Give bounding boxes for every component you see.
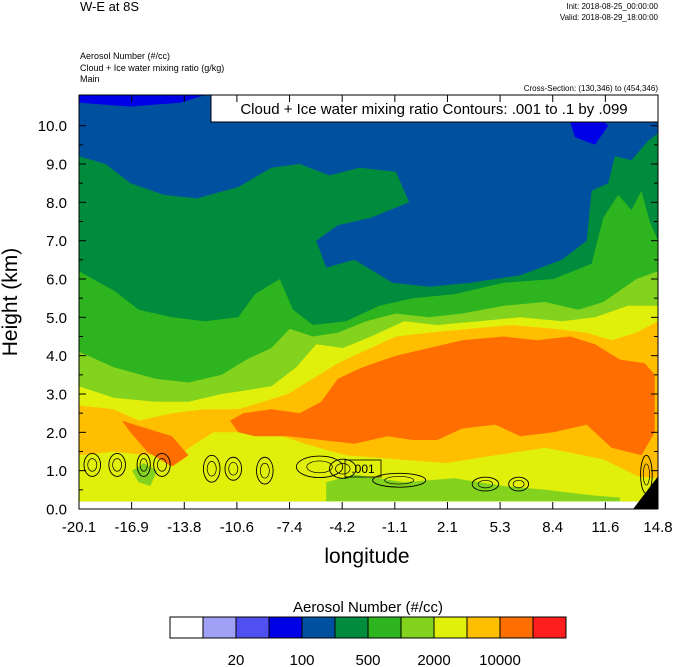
cloud-contour-inner-2 — [139, 458, 148, 472]
colorbar-swatch-5 — [334, 616, 369, 639]
cloud-contour-line-3 — [153, 452, 171, 477]
colorbar-label: 20 — [228, 652, 245, 667]
cloud-contour-lines — [83, 452, 653, 495]
colorbar-swatch-11 — [532, 616, 567, 639]
plot-title: W-E at 8S — [80, 0, 139, 14]
cloud-contour-inner-9 — [384, 476, 415, 485]
init-time: Init: 2018-08-25_00:00:00 — [566, 2, 658, 11]
x-tick-label: 2.1 — [437, 519, 458, 536]
contour-label-text: .001 — [351, 462, 375, 476]
cloud-contour-inner-4 — [206, 461, 217, 477]
contour-legend: Cloud + Ice water mixing ratio Contours:… — [210, 94, 659, 123]
contour-fill-level-10-8 — [230, 336, 655, 456]
y-axis: 0.0 1.0 2.0 3.0 4.0 5.0 6.0 7.0 8.0 9.0 10.0 — [38, 118, 658, 519]
colorbar-swatch-6 — [367, 616, 402, 639]
x-tick-label: -7.4 — [277, 519, 303, 536]
x-tick-label: -16.9 — [115, 519, 149, 536]
y-tick-label: 6.0 — [46, 272, 67, 289]
cloud-contour-line-6 — [256, 456, 274, 485]
y-tick-label: 10.0 — [38, 118, 67, 135]
colorbar-swatch-8 — [433, 616, 468, 639]
y-tick-label: 7.0 — [46, 233, 67, 250]
contour-fill-level-7-12 — [132, 463, 157, 486]
x-tick-label: 5.3 — [490, 519, 511, 536]
x-tick-label: -20.1 — [62, 519, 96, 536]
x-tick-label: 11.6 — [591, 519, 619, 536]
y-axis-label: Height (km) — [0, 248, 22, 357]
cloud-contour-line-11 — [508, 476, 530, 492]
y-tick-label: 9.0 — [46, 157, 67, 174]
cloud-contour-inner-8 — [335, 463, 351, 475]
contour-legend-box — [210, 94, 659, 123]
contour-fill-level-7-11 — [326, 474, 620, 502]
y-tick-label: 0.0 — [46, 502, 67, 519]
y-tick-label: 1.0 — [46, 463, 67, 480]
cloud-contour-line-2 — [136, 452, 151, 477]
colorbar-swatch-1 — [202, 616, 237, 639]
x-tick-label: 14.8 — [643, 519, 672, 536]
colorbar-swatch-4 — [301, 616, 336, 639]
contour-fill-level-10-9 — [122, 420, 189, 467]
cloud-contour-line-8 — [329, 458, 357, 479]
cloud-contour-inner-12 — [642, 463, 650, 486]
x-tick-label: -10.6 — [220, 519, 254, 536]
y-tick-label: 5.0 — [46, 310, 67, 327]
filled-contours — [79, 95, 658, 509]
y-tick-label: 8.0 — [46, 195, 67, 212]
cloud-contour-line-5 — [224, 456, 243, 481]
colorbar-label: 2000 — [417, 652, 450, 667]
cloud-contour-line-0 — [83, 452, 102, 477]
field-label-2: Cloud + Ice water mixing ratio (g/kg) — [80, 63, 224, 73]
colorbar-swatch-9 — [466, 616, 501, 639]
plot-area: .001 Cloud + Ice water mixing ratio Cont… — [78, 94, 659, 510]
x-tick-label: -13.8 — [167, 519, 201, 536]
field-label-3: Main — [80, 74, 100, 84]
colorbar: 20 100 500 2000 10000 — [169, 616, 567, 667]
cross-section-label: Cross-Section: (130,346) to (454,346) — [524, 84, 659, 93]
cloud-contour-inner-3 — [157, 458, 167, 472]
x-axis-label: longitude — [324, 545, 409, 568]
valid-time: Valid: 2018-08-29_18:00:00 — [560, 13, 659, 22]
colorbar-swatch-0 — [169, 616, 204, 639]
x-tick-label: 8.4 — [542, 519, 563, 536]
cloud-contour-inner-0 — [87, 458, 98, 472]
cloud-contour-line-12 — [640, 454, 653, 495]
colorbar-swatch-10 — [499, 616, 534, 639]
contour-fill-level-3-1 — [79, 95, 206, 107]
cloud-contour-inner-5 — [228, 462, 239, 476]
cloud-contour-inner-11 — [512, 479, 525, 489]
x-axis: -20.1 -16.9 -13.8 -10.6 -7.4 -4.2 -1.1 2.1 5.3 8.… — [62, 95, 673, 536]
colorbar-label: 100 — [289, 652, 314, 667]
cloud-contour-inner-1 — [112, 458, 123, 472]
cloud-contour-inner-7 — [306, 460, 333, 474]
cloud-contour-line-1 — [108, 452, 126, 477]
cloud-contour-inner-10 — [477, 479, 494, 489]
cloud-contour-line-10 — [471, 476, 500, 492]
cloud-contour-line-9 — [372, 472, 427, 488]
colorbar-swatch-3 — [268, 616, 303, 639]
colorbar-title: Aerosol Number (#/cc) — [293, 599, 443, 616]
field-label-1: Aerosol Number (#/cc) — [80, 51, 170, 61]
colorbar-label: 10000 — [479, 652, 521, 667]
y-tick-label: 2.0 — [46, 425, 67, 442]
contour-label: .001 — [344, 459, 382, 478]
colorbar-swatch-7 — [400, 616, 435, 639]
cloud-contour-line-7 — [295, 455, 344, 479]
contour-legend-text: Cloud + Ice water mixing ratio Contours:… — [240, 101, 627, 118]
x-tick-label: -4.2 — [329, 519, 355, 536]
y-tick-label: 4.0 — [46, 348, 67, 365]
colorbar-label: 500 — [355, 652, 380, 667]
cloud-contour-line-4 — [202, 454, 221, 483]
colorbar-swatch-2 — [235, 616, 270, 639]
contour-label-box — [344, 459, 382, 478]
y-tick-label: 3.0 — [46, 387, 67, 404]
cloud-contour-inner-6 — [259, 462, 270, 479]
x-tick-label: -1.1 — [382, 519, 408, 536]
